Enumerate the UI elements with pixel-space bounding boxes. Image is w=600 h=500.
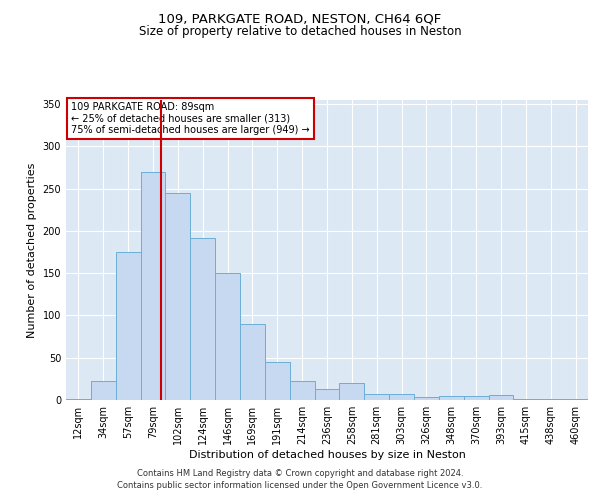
- Bar: [314, 389, 340, 400]
- Bar: [240, 324, 265, 400]
- Bar: [215, 273, 240, 400]
- Text: 109, PARKGATE ROAD, NESTON, CH64 6QF: 109, PARKGATE ROAD, NESTON, CH64 6QF: [158, 12, 442, 26]
- Bar: [389, 394, 414, 400]
- Text: Size of property relative to detached houses in Neston: Size of property relative to detached ho…: [139, 25, 461, 38]
- Text: Contains HM Land Registry data © Crown copyright and database right 2024.: Contains HM Land Registry data © Crown c…: [137, 468, 463, 477]
- Bar: [91, 382, 116, 400]
- Bar: [488, 395, 514, 400]
- Bar: [364, 394, 389, 400]
- X-axis label: Distribution of detached houses by size in Neston: Distribution of detached houses by size …: [188, 450, 466, 460]
- Bar: [116, 252, 140, 400]
- Bar: [265, 362, 290, 400]
- Bar: [439, 396, 464, 400]
- Bar: [140, 172, 166, 400]
- Bar: [290, 380, 314, 400]
- Bar: [340, 383, 364, 400]
- Bar: [414, 398, 439, 400]
- Bar: [190, 238, 215, 400]
- Bar: [166, 193, 190, 400]
- Y-axis label: Number of detached properties: Number of detached properties: [27, 162, 37, 338]
- Bar: [538, 399, 563, 400]
- Bar: [514, 399, 538, 400]
- Bar: [464, 396, 488, 400]
- Text: Contains public sector information licensed under the Open Government Licence v3: Contains public sector information licen…: [118, 481, 482, 490]
- Bar: [563, 399, 588, 400]
- Bar: [66, 399, 91, 400]
- Text: 109 PARKGATE ROAD: 89sqm
← 25% of detached houses are smaller (313)
75% of semi-: 109 PARKGATE ROAD: 89sqm ← 25% of detach…: [71, 102, 310, 134]
